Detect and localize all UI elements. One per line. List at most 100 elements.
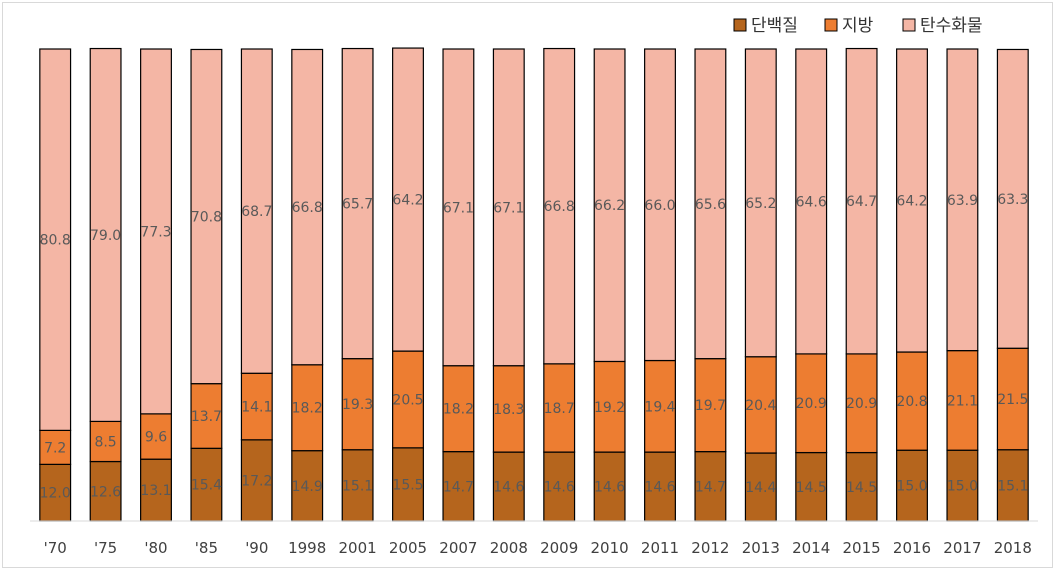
value-label-1-20: 15.1 [997,478,1028,494]
value-label-1-17: 14.5 [846,480,877,496]
bar-segment-2-18 [896,351,928,451]
value-label-2-16: 20.9 [796,396,827,412]
x-tick-label-9: 2007 [439,539,477,557]
value-label-2-17: 20.9 [846,396,877,412]
value-label-1-4: 15.4 [191,478,222,494]
value-label-2-2: 8.5 [94,434,116,450]
value-label-3-8: 64.2 [392,193,423,209]
value-labels-layer: 12.0 7.2 80.8 12.6 8.5 79.0 13.1 9.6 77.3 15.4 13.… [40,192,1029,502]
value-label-2-9: 18.2 [443,402,474,418]
value-label-3-12: 66.2 [594,198,625,214]
value-label-3-18: 64.2 [896,194,927,210]
value-label-2-11: 18.7 [544,401,575,417]
bar-segment-3-16 [795,48,828,355]
value-label-1-11: 14.6 [544,480,575,496]
bar-segment-1-20 [996,449,1029,522]
value-label-2-8: 20.5 [392,392,423,408]
value-label-2-12: 19.2 [594,400,625,416]
value-label-1-9: 14.7 [443,479,474,495]
bar-segment-2-4 [190,383,223,449]
x-tick-label-12: 2010 [591,539,629,557]
x-tick-label-7: 2001 [339,539,377,557]
bar-segment-2-19 [946,350,979,451]
bar-segment-2-3 [140,413,172,460]
bars-layer [39,47,1029,522]
bar-segment-3-14 [694,48,727,360]
bar-segment-3-12 [593,48,626,363]
x-tick-label-4: '85 [195,539,218,557]
value-label-1-5: 17.2 [241,473,272,489]
legend-label-2: 지방 [842,16,874,36]
bar-segment-3-10 [492,48,525,367]
x-tick-label-1: '70 [44,539,67,557]
bar-segment-2-20 [996,347,1029,451]
value-label-3-9: 67.1 [443,200,474,216]
value-label-3-20: 63.3 [997,192,1028,208]
value-label-1-12: 14.6 [594,480,625,496]
x-tick-label-10: 2008 [490,539,528,557]
value-label-2-3: 9.6 [145,430,167,446]
value-label-1-2: 12.6 [90,484,121,500]
value-label-1-16: 14.5 [796,480,827,496]
bar-segment-2-14 [694,358,727,453]
legend-label-1: 단백질 [751,16,798,36]
x-tick-label-19: 2017 [943,539,981,557]
bar-segment-2-10 [492,365,525,453]
x-tick-label-14: 2012 [691,539,729,557]
value-label-3-1: 80.8 [40,233,71,249]
bar-segment-2-15 [744,356,777,454]
value-label-3-10: 67.1 [493,200,524,216]
x-tick-label-17: 2015 [843,539,881,557]
value-label-3-7: 65.7 [342,197,373,213]
bar-segment-3-20 [996,48,1029,349]
bar-segment-3-18 [896,48,928,353]
value-label-3-15: 65.2 [745,196,776,212]
value-label-1-6: 14.9 [292,479,323,495]
bar-segment-2-7 [341,358,374,451]
bar-segment-3-1 [39,48,72,431]
bar-segment-3-2 [89,47,122,423]
x-tick-label-5: '90 [245,539,268,557]
bar-segment-2-16 [795,353,828,454]
value-label-1-14: 14.7 [695,479,726,495]
x-tick-label-2: '75 [94,539,117,557]
value-label-3-14: 65.6 [695,197,726,213]
value-label-3-5: 68.7 [241,204,272,220]
x-tick-label-3: '80 [144,539,167,557]
value-label-3-11: 66.8 [544,199,575,215]
bar-segment-3-5 [240,48,273,374]
x-tick-label-16: 2014 [792,539,830,557]
bar-segment-1-18 [896,449,928,522]
value-label-2-6: 18.2 [292,401,323,417]
value-label-2-5: 14.1 [241,400,272,416]
bar-segment-1-10 [492,451,525,522]
bar-segment-3-9 [442,48,475,367]
bar-segment-3-15 [744,48,777,358]
bar-segment-2-2 [89,420,122,463]
value-label-3-4: 70.8 [191,210,222,226]
x-tick-label-13: 2011 [641,539,679,557]
bar-segment-3-11 [543,47,576,365]
bar-segment-3-8 [392,47,424,352]
value-label-2-19: 21.1 [947,393,978,409]
bar-segment-1-8 [392,447,424,522]
value-label-2-15: 20.4 [745,398,776,414]
value-label-3-17: 64.7 [846,194,877,210]
value-label-2-18: 20.8 [896,394,927,410]
legend-swatch-2 [824,18,838,32]
x-tick-label-15: 2013 [742,539,780,557]
bar-segment-1-3 [140,458,172,522]
bar-segment-1-6 [291,450,324,522]
value-label-3-2: 79.0 [90,228,121,244]
value-label-1-7: 15.1 [342,478,373,494]
value-label-2-14: 19.7 [695,398,726,414]
value-label-1-1: 12.0 [40,486,71,502]
value-label-3-19: 63.9 [947,193,978,209]
bar-segment-1-16 [795,451,828,522]
x-tick-label-8: 2005 [389,539,427,557]
value-label-2-7: 19.3 [342,397,373,413]
x-axis-ticks: '70 '75 '80 '85 '90 1998 2001 2005 2007 2008 2009 2… [30,520,1038,557]
bar-segment-1-7 [341,449,374,522]
value-label-3-3: 77.3 [140,224,171,240]
bar-segment-1-17 [845,451,878,522]
